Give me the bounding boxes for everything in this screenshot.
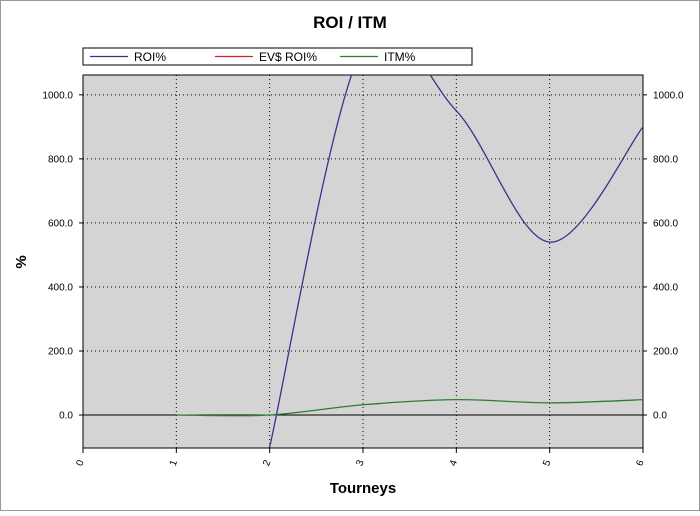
y-tick-label: 400.0: [48, 282, 73, 293]
x-tick-label: 6: [635, 458, 647, 467]
y2-tick-label: 0.0: [653, 411, 667, 422]
series-line: [176, 399, 643, 417]
chart-title: ROI / ITM: [313, 13, 387, 32]
y-tick-label: 800.0: [48, 154, 73, 165]
series-line: [269, 75, 643, 448]
y-tick-label: 0.0: [59, 411, 73, 422]
y2-tick-label: 1000.0: [653, 90, 684, 101]
x-tick-label: 0: [75, 458, 87, 467]
x-tick-label: 5: [541, 458, 553, 467]
x-tick-label: 3: [355, 458, 367, 467]
y2-tick-label: 800.0: [653, 154, 678, 165]
x-tick-label: 1: [168, 458, 180, 467]
legend: [82, 47, 473, 66]
legend-label: ROI%: [134, 50, 166, 64]
y2-tick-label: 400.0: [653, 282, 678, 293]
legend-label: EV$ ROI%: [259, 50, 317, 64]
y-tick-label: 1000.0: [42, 90, 73, 101]
plot-area: [82, 74, 644, 449]
x-tick-label: 4: [448, 458, 460, 467]
y-tick-label: 200.0: [48, 346, 73, 357]
x-tick-label: 2: [261, 458, 273, 467]
y2-tick-label: 600.0: [653, 218, 678, 229]
y2-tick-label: 200.0: [653, 346, 678, 357]
y-tick-label: 600.0: [48, 218, 73, 229]
x-axis-label: Tourneys: [330, 480, 396, 497]
legend-label: ITM%: [384, 50, 416, 64]
y-axis-label: %: [13, 255, 30, 268]
